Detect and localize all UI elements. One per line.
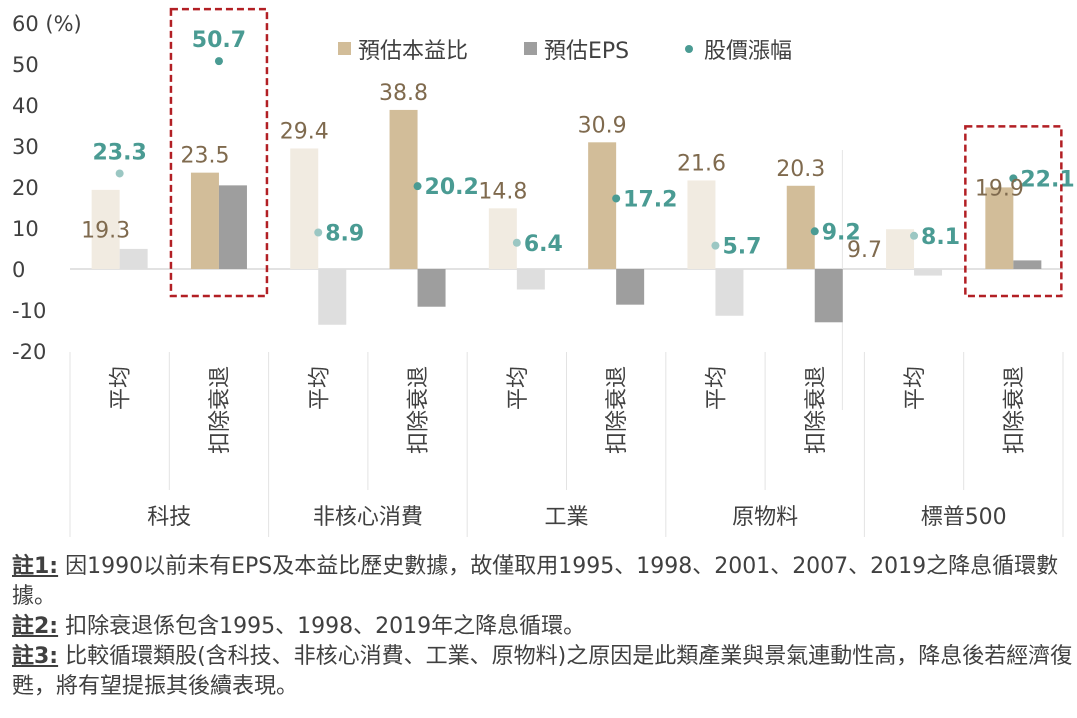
highlight-box: [169, 7, 269, 298]
y-tick-label: 40: [12, 94, 39, 118]
category-label: 標普500: [921, 505, 1007, 530]
eps-bar: [516, 269, 545, 290]
subcategory-label: 扣除衰退: [208, 366, 233, 454]
pe-bar: [389, 109, 418, 269]
legend-swatch: [524, 42, 537, 55]
footnote-2-label: 註2:: [12, 614, 59, 639]
eps-bar: [814, 269, 843, 323]
footnotes: 註1: 因1990以前未有EPS及本益比歷史數據，故僅取用1995、1998、2…: [12, 552, 1074, 702]
footnote-3: 註3: 比較循環類股(含科技、非核心消費、工業、原物料)之原因是此類產業與景氣連…: [12, 642, 1074, 702]
category-label: 科技: [147, 505, 191, 530]
price-data-label: 22.1: [1020, 167, 1074, 192]
pe-data-label: 38.8: [379, 81, 428, 106]
price-data-label: 5.7: [722, 235, 761, 260]
price-data-label: 23.3: [93, 140, 147, 165]
category-label: 非核心消費: [313, 505, 423, 530]
legend: 預估本益比 預估EPS 股價漲幅: [338, 39, 792, 64]
pe-data-label: 29.4: [280, 119, 329, 144]
footnote-1-text: 因1990以前未有EPS及本益比歷史數據，故僅取用1995、1998、2001、…: [12, 554, 1059, 609]
price-dot: [512, 238, 521, 247]
subcategory-label: 平均: [307, 366, 332, 410]
price-data-label: 6.4: [524, 232, 563, 257]
subcategory-label: 平均: [903, 366, 928, 410]
price-dot: [115, 169, 124, 178]
price-dot: [810, 227, 819, 236]
subcategory-label: 平均: [506, 366, 531, 410]
y-tick-label: 60 (%): [12, 12, 82, 36]
eps-bar: [119, 248, 148, 269]
price-dot: [214, 57, 223, 66]
footnote-3-text: 比較循環類股(含科技、非核心消費、工業、原物料)之原因是此類產業與景氣連動性高，…: [12, 644, 1073, 699]
y-tick-label: 30: [12, 135, 39, 159]
eps-bar: [417, 269, 446, 307]
highlight-box: [964, 125, 1063, 298]
footnote-1-label: 註1:: [12, 554, 59, 579]
subcategory-label: 平均: [109, 366, 134, 410]
chart: 60 (%) 50 40 30 20 10 0 -10 -20 預估本益比 預估EPS 股價漲幅 2…: [12, 7, 1075, 537]
price-data-label: 17.2: [623, 187, 677, 212]
subcategory-label: 扣除衰退: [1002, 366, 1027, 454]
footnote-2: 註2: 扣除衰退係包含1995、1998、2019年之降息循環。: [12, 612, 1074, 642]
y-tick-label: 50: [12, 53, 39, 77]
price-data-label: 8.9: [325, 222, 364, 247]
eps-bar: [616, 269, 645, 305]
footnote-2-text: 扣除衰退係包含1995、1998、2019年之降息循環。: [58, 614, 586, 639]
pe-bar: [886, 229, 915, 269]
legend-label: 股價漲幅: [704, 39, 792, 64]
category-label: 工業: [544, 505, 588, 530]
subcategory-label: 扣除衰退: [605, 366, 630, 454]
footnote-3-label: 註3:: [12, 644, 59, 669]
price-dot: [413, 182, 422, 191]
y-tick-label: 0: [12, 258, 25, 282]
legend-swatch: [338, 42, 351, 55]
pe-data-label: 23.5: [180, 144, 229, 169]
pe-bar: [190, 172, 219, 269]
eps-bar: [914, 269, 943, 276]
eps-bar: [218, 185, 247, 269]
price-data-label: 20.2: [425, 175, 479, 200]
price-dot: [910, 231, 919, 240]
pe-data-label: 19.9: [975, 176, 1024, 201]
subcategory-label: 扣除衰退: [407, 366, 432, 454]
legend-label: 預估EPS: [544, 39, 629, 64]
labels-layer: 23.3 19.3 50.7 23.5 8.9 29.4 20.2 38.8 6.4 14.8 17…: [81, 7, 1075, 298]
y-tick-label: -20: [12, 340, 46, 364]
pe-bar: [290, 148, 319, 269]
price-data-label: 8.1: [921, 225, 960, 250]
bars-layer: [91, 57, 1042, 325]
price-dot: [1009, 174, 1018, 183]
eps-bar: [1013, 260, 1042, 269]
y-tick-label: 20: [12, 176, 39, 200]
price-data-label: 9.2: [822, 220, 861, 245]
price-dot: [711, 241, 720, 250]
category-label: 原物料: [732, 505, 798, 530]
y-tick-label: 10: [12, 217, 39, 241]
price-dot: [612, 194, 621, 203]
pe-data-label: 9.7: [847, 238, 882, 263]
pe-data-label: 21.6: [677, 151, 726, 176]
pe-data-label: 30.9: [578, 113, 627, 138]
pe-bar: [91, 189, 120, 269]
price-dot: [314, 228, 323, 237]
pe-bar: [786, 185, 815, 269]
legend-dot: [685, 45, 693, 53]
y-tick-label: -10: [12, 299, 46, 323]
subcategory-label: 扣除衰退: [804, 366, 829, 454]
pe-data-label: 14.8: [478, 179, 527, 204]
legend-label: 預估本益比: [358, 39, 468, 64]
price-data-label: 50.7: [192, 28, 246, 53]
pe-bar: [985, 187, 1014, 269]
footnote-1: 註1: 因1990以前未有EPS及本益比歷史數據，故僅取用1995、1998、2…: [12, 552, 1074, 612]
eps-bar: [318, 269, 347, 325]
eps-bar: [715, 269, 744, 316]
pe-data-label: 20.3: [776, 157, 825, 182]
pe-bar: [687, 180, 716, 269]
pe-bar: [488, 208, 517, 269]
subcategory-label: 平均: [704, 366, 729, 410]
pe-data-label: 19.3: [81, 218, 130, 243]
pe-bar: [588, 142, 617, 269]
